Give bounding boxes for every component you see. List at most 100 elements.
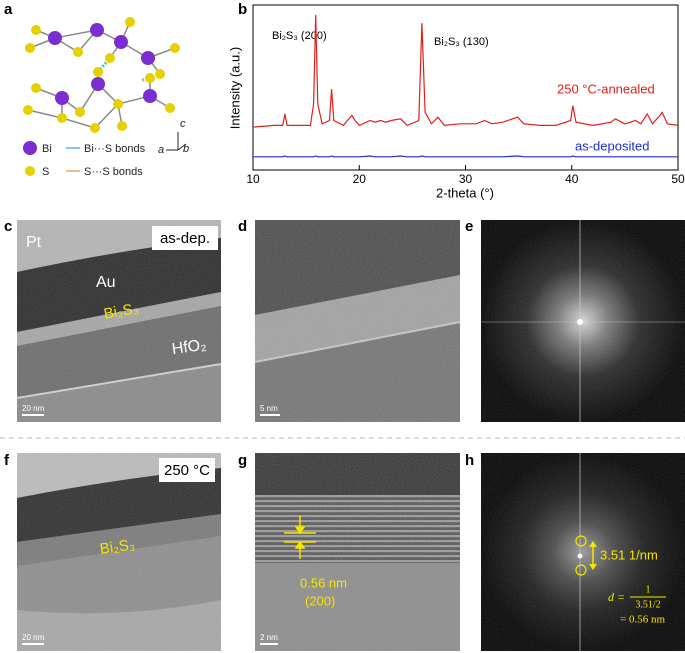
scale-label: 2 nm	[260, 633, 278, 642]
formula-lhs: d =	[608, 590, 625, 604]
panel-label: b	[238, 1, 247, 18]
image-label: 250 °C	[164, 462, 210, 479]
label-box	[152, 226, 218, 250]
axis-label: a	[158, 144, 164, 156]
legend-swatch	[25, 166, 35, 176]
image-grain	[255, 453, 460, 651]
image-label: Au	[96, 274, 116, 291]
image-label: Bi₂S₃	[102, 300, 140, 323]
s-atom	[31, 25, 41, 35]
image-grain	[17, 220, 221, 422]
x-axis-label: 2-theta (°)	[436, 185, 494, 200]
formula-result: = 0.56 nm	[620, 614, 665, 626]
fft-center	[577, 553, 583, 559]
s-atom	[170, 43, 180, 53]
spot-marker	[575, 564, 587, 576]
legend-text: Bi···S bonds	[84, 143, 146, 155]
fft-center	[577, 319, 583, 325]
y-axis-label: Intensity (a.u.)	[227, 47, 242, 129]
formula-denominator: 3.51/2	[635, 599, 660, 610]
panel-label: c	[4, 218, 12, 235]
panel-label: g	[238, 452, 247, 469]
s-atom	[75, 107, 85, 117]
s-atom	[57, 113, 67, 123]
arrow-heads	[589, 541, 597, 570]
image-grain	[255, 220, 460, 422]
legend-text: S	[42, 166, 49, 178]
tem-image-g: 0.56 nm (200) 2 nm	[255, 453, 460, 651]
x-tick-label: 20	[353, 172, 367, 186]
panel-label: a	[4, 1, 13, 18]
bi-atom	[141, 51, 155, 65]
scale-label: 20 nm	[22, 404, 45, 413]
scale-label: 20 nm	[22, 633, 45, 642]
image-label: 3.51 1/nm	[600, 547, 658, 562]
s-atom	[117, 121, 127, 131]
s-atom	[25, 43, 35, 53]
s-atom	[23, 105, 33, 115]
image-label: (200)	[305, 593, 335, 608]
s-atom	[31, 83, 41, 93]
arrow-heads	[294, 526, 306, 549]
bi-atom	[48, 31, 62, 45]
panel-label: h	[465, 452, 474, 469]
bi-atom	[91, 77, 105, 91]
x-tick-label: 50	[671, 172, 685, 186]
panel-label: d	[238, 218, 247, 235]
image-grain	[17, 453, 221, 651]
panel-labels: a b c d e f g h	[4, 1, 474, 469]
image-grain	[481, 453, 685, 651]
spot-marker	[575, 535, 587, 547]
x-tick-label: 10	[246, 172, 260, 186]
annotation: Bi₂S₃ (200)	[272, 30, 327, 42]
s-atom	[93, 67, 103, 77]
tem-image-c: Pt as-dep. Au Bi₂S₃ HfO₂ 20 nm	[16, 220, 222, 422]
s-atom	[113, 99, 123, 109]
s-atom	[105, 53, 115, 63]
x-tick-label: 30	[459, 172, 473, 186]
tem-image-f: 250 °C Bi₂S₃ 20 nm	[17, 453, 221, 651]
s-atom	[145, 73, 155, 83]
annotation: Bi₂S₃ (130)	[434, 36, 489, 48]
panel-label: e	[465, 218, 473, 235]
label-box	[159, 458, 215, 482]
series-label: as-deposited	[575, 138, 649, 153]
series-line	[253, 155, 678, 158]
scale-label: 5 nm	[260, 404, 278, 413]
s-atom	[155, 69, 165, 79]
spacing-marker	[284, 516, 316, 559]
s-atom	[90, 123, 100, 133]
series-line	[252, 14, 679, 128]
image-label: as-dep.	[160, 230, 210, 247]
image-label: 0.56 nm	[300, 575, 347, 590]
s-atoms	[23, 17, 180, 133]
panel-label: f	[4, 452, 10, 469]
image-label: HfO₂	[171, 336, 208, 358]
x-tick-label: 40	[565, 172, 579, 186]
legend-text: Bi	[42, 143, 52, 155]
bi-atom	[90, 23, 104, 37]
fft-image-h: 3.51 1/nm d = 1 3.51/2 = 0.56 nm	[481, 453, 685, 651]
legend-swatch	[23, 141, 37, 155]
image-label: Bi₂S₃	[99, 536, 136, 558]
image-grain	[481, 220, 685, 422]
bi-atom	[143, 89, 157, 103]
formula-numerator: 1	[646, 584, 651, 595]
series-label: 250 °C-annealed	[557, 81, 655, 96]
axis-arrows	[166, 132, 187, 151]
bi-atom	[55, 91, 69, 105]
bi-atoms	[48, 23, 157, 105]
s-atom	[125, 17, 135, 27]
legend-text: S···S bonds	[84, 166, 143, 178]
axis-label: c	[180, 118, 186, 130]
image-label: Pt	[26, 234, 42, 251]
s-atom	[165, 103, 175, 113]
fft-image-e	[481, 220, 685, 422]
s-atom	[73, 47, 83, 57]
axis-label: b	[183, 143, 189, 155]
structure-legend: Bi Bi···S bonds S S···S bonds a b c	[23, 118, 189, 178]
bi-atom	[114, 35, 128, 49]
